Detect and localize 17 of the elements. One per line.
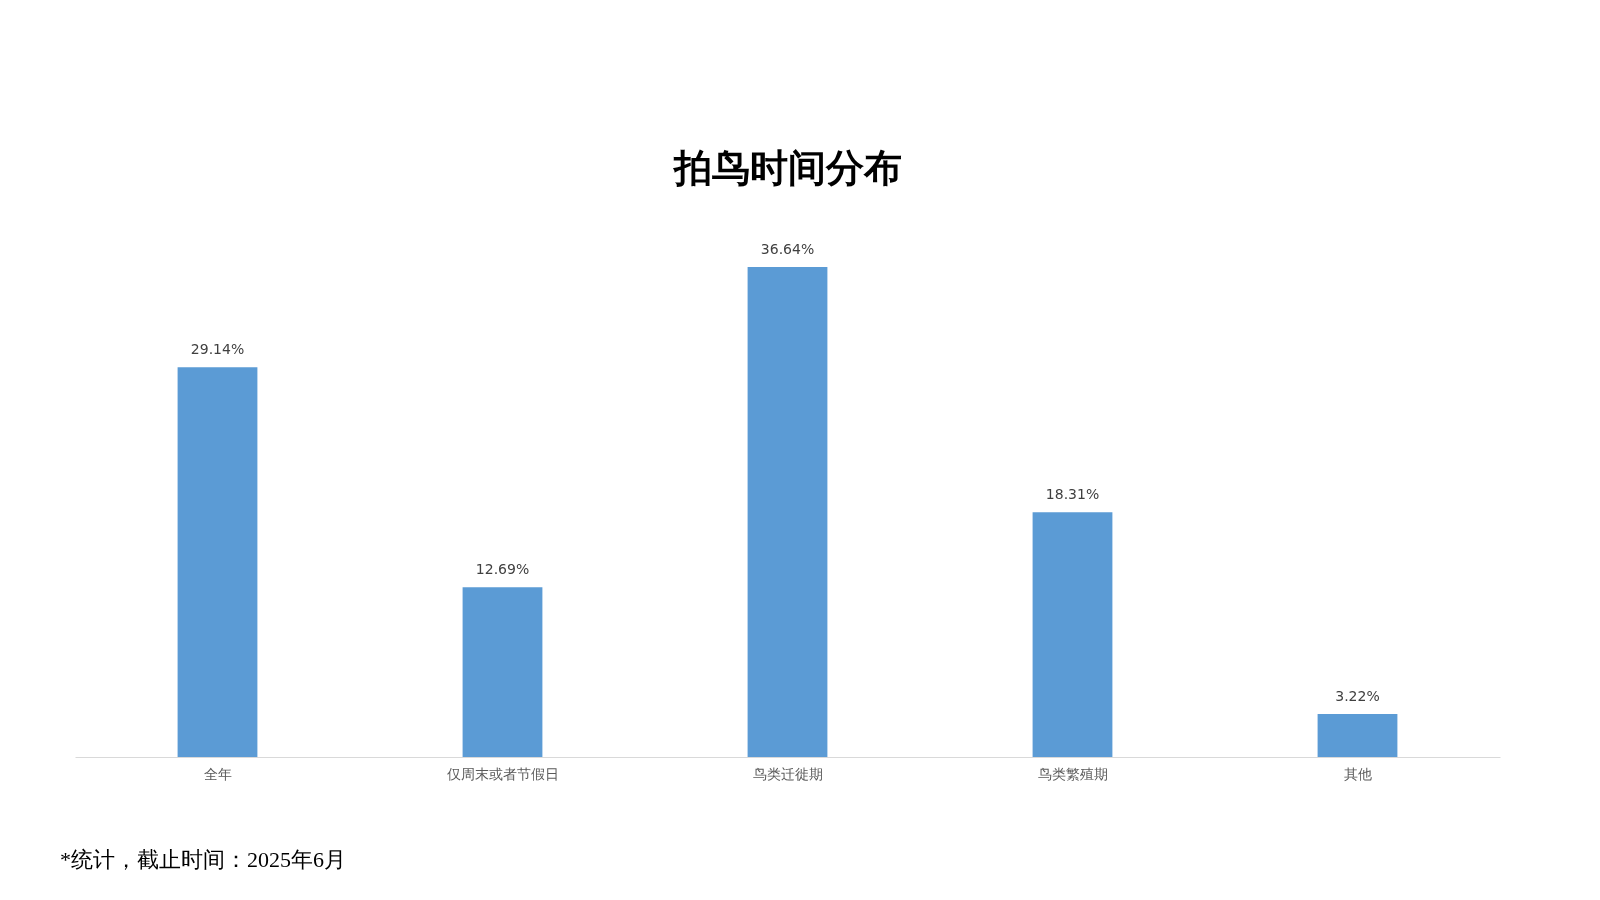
chart-title: 拍鸟时间分布 bbox=[671, 147, 902, 189]
bar bbox=[1317, 713, 1398, 757]
data-label: 3.22% bbox=[1335, 687, 1380, 704]
data-label: 36.64% bbox=[760, 241, 815, 257]
x-tick-label: 仅周末或者节假日 bbox=[446, 765, 559, 782]
data-label: 29.14% bbox=[190, 341, 245, 358]
x-tick-label: 其他 bbox=[1343, 765, 1372, 782]
x-tick-label: 鸟类迁徙期 bbox=[752, 765, 823, 782]
data-label: 18.31% bbox=[1045, 486, 1100, 503]
x-tick-label: 全年 bbox=[203, 765, 232, 782]
bar bbox=[177, 367, 258, 757]
bar bbox=[462, 587, 543, 757]
text: *统计，截止时间：2025年6月 bbox=[60, 847, 346, 872]
bar bbox=[747, 267, 828, 757]
bar bbox=[1032, 512, 1113, 757]
data-label: 12.69% bbox=[475, 561, 530, 578]
x-tick-label: 鸟类繁殖期 bbox=[1037, 765, 1108, 782]
